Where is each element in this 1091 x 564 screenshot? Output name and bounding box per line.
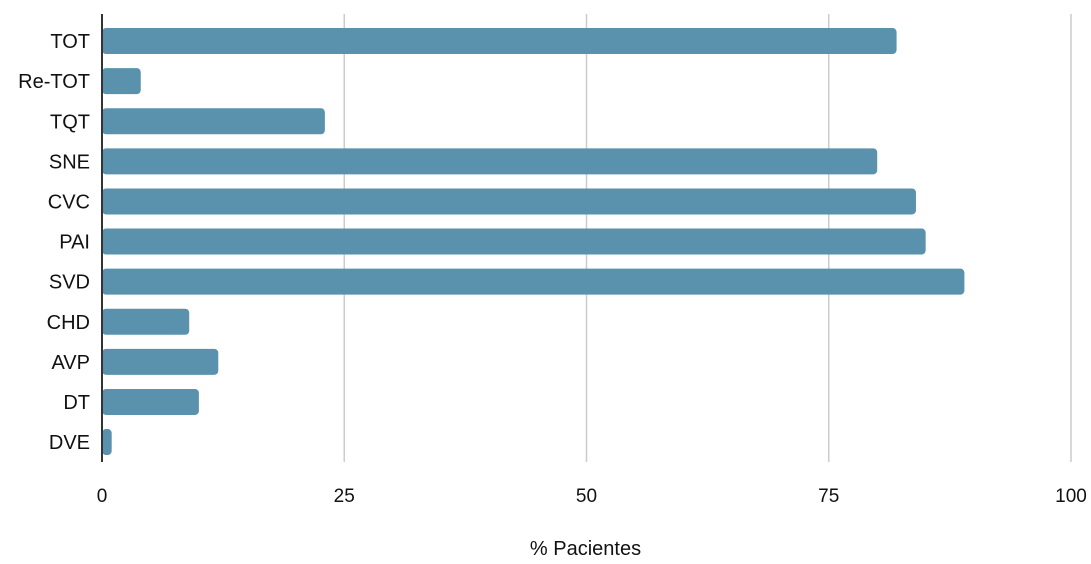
bar-dt xyxy=(102,388,199,415)
category-label-cvc: CVC xyxy=(48,191,90,213)
bar-svd xyxy=(102,268,965,295)
category-label-avp: AVP xyxy=(51,352,90,374)
x-tick-labels: 0 25 50 75 100 xyxy=(97,486,1087,507)
category-label-chd: CHD xyxy=(47,312,90,334)
category-label-dve: DVE xyxy=(49,432,90,454)
x-tick-label-50: 50 xyxy=(576,486,597,507)
bar-sne xyxy=(102,148,878,175)
x-tick-label-0: 0 xyxy=(97,486,108,507)
category-label-tot: TOT xyxy=(50,31,90,53)
bar-avp xyxy=(102,348,219,375)
bar-chd xyxy=(102,308,190,335)
x-tick-label-25: 25 xyxy=(334,486,355,507)
category-label-pai: PAI xyxy=(59,232,90,254)
bar-cvc xyxy=(102,188,916,215)
category-label-tqt: TQT xyxy=(50,111,90,133)
bar-pai xyxy=(102,228,926,255)
bar-tqt xyxy=(102,108,325,135)
category-labels: TOT Re-TOT TQT SNE CVC PAI SVD CHD AVP DT DVE xyxy=(18,31,90,454)
x-tick-label-75: 75 xyxy=(818,486,839,507)
category-label-dt: DT xyxy=(63,392,90,414)
category-label-sne: SNE xyxy=(49,151,90,173)
bars xyxy=(102,28,965,456)
x-axis-title: % Pacientes xyxy=(530,538,641,560)
bar-tot xyxy=(102,28,897,55)
category-label-svd: SVD xyxy=(49,272,90,294)
x-tick-label-100: 100 xyxy=(1055,486,1087,507)
bar-re-tot xyxy=(102,68,141,95)
category-label-re-tot: Re-TOT xyxy=(18,71,90,93)
bar-dve xyxy=(102,429,112,456)
